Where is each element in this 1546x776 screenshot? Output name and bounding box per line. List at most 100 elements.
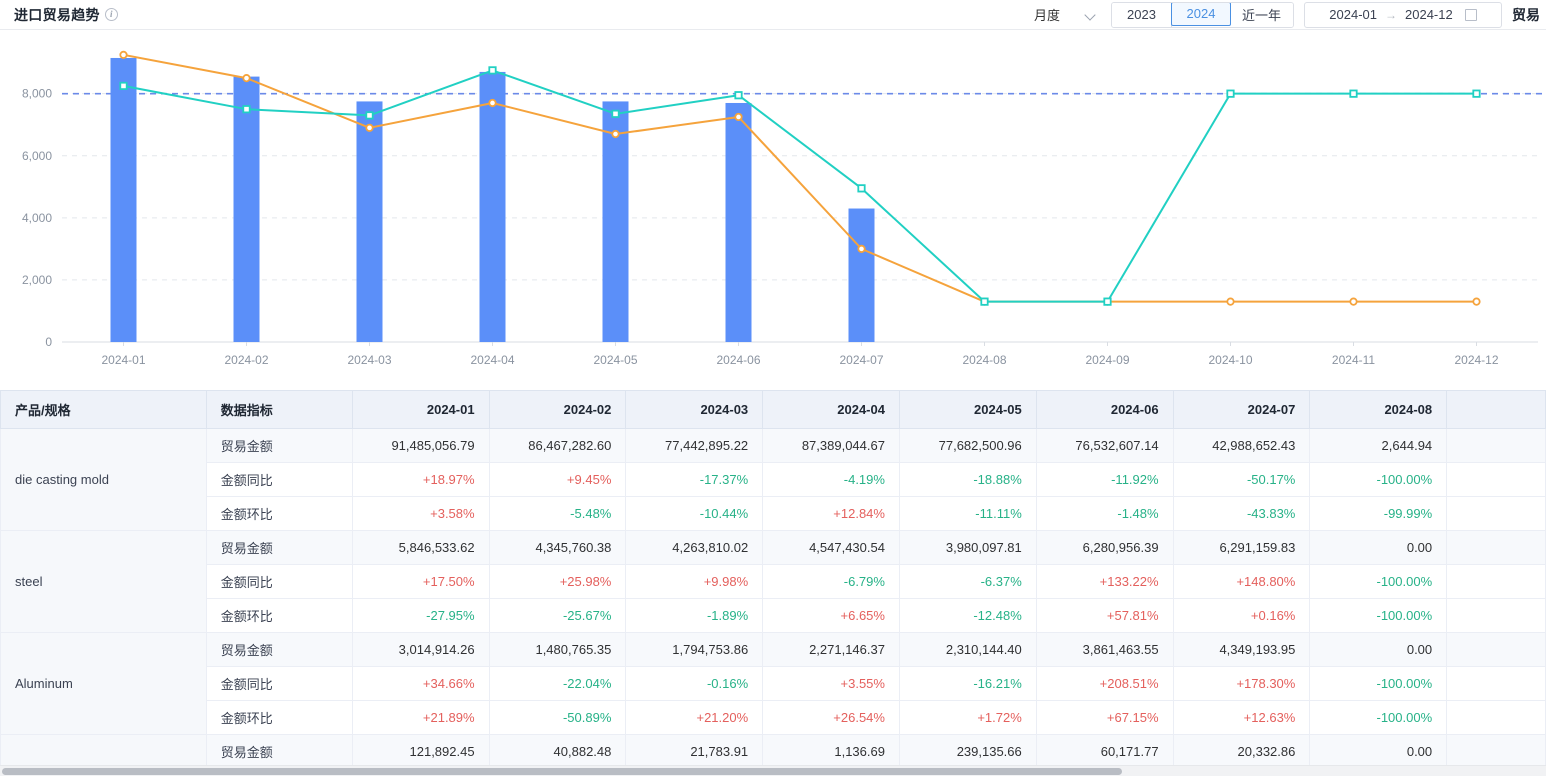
chart-point-marker[interactable] (119, 81, 128, 91)
data-cell: +208.51% (1035, 666, 1174, 701)
column-header-2024-06[interactable]: 2024-06 (1035, 390, 1174, 429)
column-header-2024-01[interactable]: 2024-01 (351, 390, 490, 429)
chart-point-marker[interactable] (734, 112, 743, 122)
chart-point-marker[interactable] (488, 66, 497, 75)
chart-point-marker[interactable] (119, 50, 128, 59)
data-cell: -11.11% (898, 496, 1037, 531)
negative-value: -4.19% (843, 472, 885, 487)
positive-value: +57.81% (1106, 608, 1159, 623)
chart-point-marker[interactable] (1226, 89, 1235, 98)
negative-value: -6.37% (980, 574, 1022, 589)
info-icon[interactable]: i (104, 8, 118, 21)
chart-bar[interactable] (725, 102, 752, 343)
period-granularity-select[interactable]: 月度 (1032, 5, 1101, 24)
chart-point-marker[interactable] (365, 111, 374, 120)
chart-bar[interactable] (602, 101, 629, 342)
horizontal-scrollbar[interactable] (0, 765, 1546, 776)
positive-value: +67.15% (1106, 710, 1159, 725)
chart-point-marker[interactable] (734, 91, 743, 100)
column-header-metric[interactable]: 数据指标 (205, 390, 353, 429)
metric-label-cell: 金额环比 (205, 496, 353, 531)
metric-label-cell: 金额环比 (205, 598, 353, 633)
spacer-cell (1446, 462, 1546, 497)
metric-label-cell: 贸易金额 (205, 428, 353, 463)
chart-point-marker[interactable] (857, 184, 866, 193)
data-cell: 4,263,810.02 (625, 530, 764, 565)
chart-bar[interactable] (479, 71, 506, 342)
x-axis-tick-label: 2024-02 (224, 353, 268, 367)
chart-bar[interactable] (110, 57, 137, 342)
data-cell: 239,135.66 (898, 734, 1037, 769)
chart-point-marker[interactable] (980, 297, 989, 306)
chart-point-marker[interactable] (611, 129, 620, 139)
chart-point-marker[interactable] (857, 244, 866, 253)
chart-bar[interactable] (356, 101, 383, 342)
date-range-start: 2024-01 (1329, 7, 1377, 22)
chart-point-marker[interactable] (365, 123, 374, 132)
data-cell: 4,345,760.38 (488, 530, 627, 565)
chart-point-marker[interactable] (611, 109, 620, 118)
year-button-recent-year[interactable]: 近一年 (1229, 2, 1293, 27)
column-header-2024-08[interactable]: 2024-08 (1309, 390, 1448, 429)
data-cell: +34.66% (351, 666, 490, 701)
calendar-icon[interactable] (1464, 8, 1477, 21)
metric-label-cell: 金额同比 (205, 462, 353, 497)
column-header-2024-05[interactable]: 2024-05 (898, 390, 1037, 429)
spacer-cell (1446, 632, 1546, 667)
chart-point-marker[interactable] (1472, 89, 1481, 98)
chart-point-marker[interactable] (1349, 89, 1358, 98)
x-axis-tick-label: 2024-05 (593, 353, 637, 367)
negative-value: -6.79% (843, 574, 885, 589)
column-header-2024-02[interactable]: 2024-02 (488, 390, 627, 429)
year-button-2024[interactable]: 2024 (1170, 2, 1231, 26)
table-row: steel 贸易金额 5,846,533.62 4,345,760.38 4,263,8… (0, 530, 1546, 633)
chart-point-marker[interactable] (242, 105, 251, 114)
positive-value: +0.16% (1250, 608, 1296, 623)
year-button-2023[interactable]: 2023 (1111, 2, 1172, 27)
positive-value: +34.66% (422, 676, 475, 691)
positive-value: +21.20% (696, 710, 749, 725)
chart-point-marker[interactable] (1472, 297, 1481, 306)
data-cell: 20,332.86 (1172, 734, 1311, 769)
data-cell: -27.95% (351, 598, 490, 633)
metric-label-cell: 贸易金额 (205, 734, 353, 769)
negative-value: -1.48% (1117, 506, 1159, 521)
data-cell: 3,861,463.55 (1035, 632, 1174, 667)
data-cell: +21.20% (625, 700, 764, 735)
page-title: 进口贸易趋势 (14, 6, 100, 23)
x-axis-tick-label: 2024-06 (716, 353, 760, 367)
spacer-cell (1446, 564, 1546, 599)
y-axis-tick-label: 0 (45, 335, 52, 349)
column-header-product[interactable]: 产品/规格 (0, 390, 207, 429)
x-axis-tick-label: 2024-09 (1085, 353, 1129, 367)
data-cell: -100.00% (1309, 564, 1448, 599)
chart-point-marker[interactable] (1226, 297, 1235, 306)
chart-point-marker[interactable] (242, 74, 251, 83)
date-range-picker[interactable]: 2024-01 → 2024-12 (1304, 1, 1502, 28)
chart-point-marker[interactable] (1103, 297, 1112, 306)
data-cell: 2,644.94 (1309, 428, 1448, 463)
data-cell: +17.50% (351, 564, 490, 599)
chart-bar[interactable] (233, 76, 260, 342)
table-row: 金额环比 +21.89% -50.89% +21.20% +26.54% +1.72% +6… (1, 700, 1546, 735)
x-axis-tick-label: 2024-01 (101, 353, 145, 367)
data-cell: -100.00% (1309, 666, 1448, 701)
year-range-button-group: 2023 2024 近一年 (1110, 1, 1294, 28)
data-cell: +0.16% (1172, 598, 1311, 633)
x-axis-tick-label: 2024-04 (470, 353, 514, 367)
negative-value: -22.04% (562, 676, 612, 691)
data-cell: +3.58% (351, 496, 490, 531)
chart-point-marker[interactable] (488, 98, 497, 108)
chart-bar[interactable] (848, 208, 875, 342)
column-header-2024-03[interactable]: 2024-03 (625, 390, 764, 429)
chart-point-marker[interactable] (1349, 297, 1358, 306)
column-header-2024-04[interactable]: 2024-04 (762, 390, 900, 429)
table-row: 金额环比 -27.95% -25.67% -1.89% +6.65% -12.48% +57… (1, 598, 1546, 633)
horizontal-scrollbar-thumb[interactable] (2, 768, 1122, 775)
metric-label-cell: 贸易金额 (205, 530, 353, 565)
data-cell: -50.89% (488, 700, 627, 735)
spacer-cell (1446, 700, 1546, 735)
trade-data-table-container[interactable]: 产品/规格 数据指标 2024-01 2024-02 2024-03 2024-… (0, 390, 1546, 776)
column-header-2024-07[interactable]: 2024-07 (1172, 390, 1311, 429)
